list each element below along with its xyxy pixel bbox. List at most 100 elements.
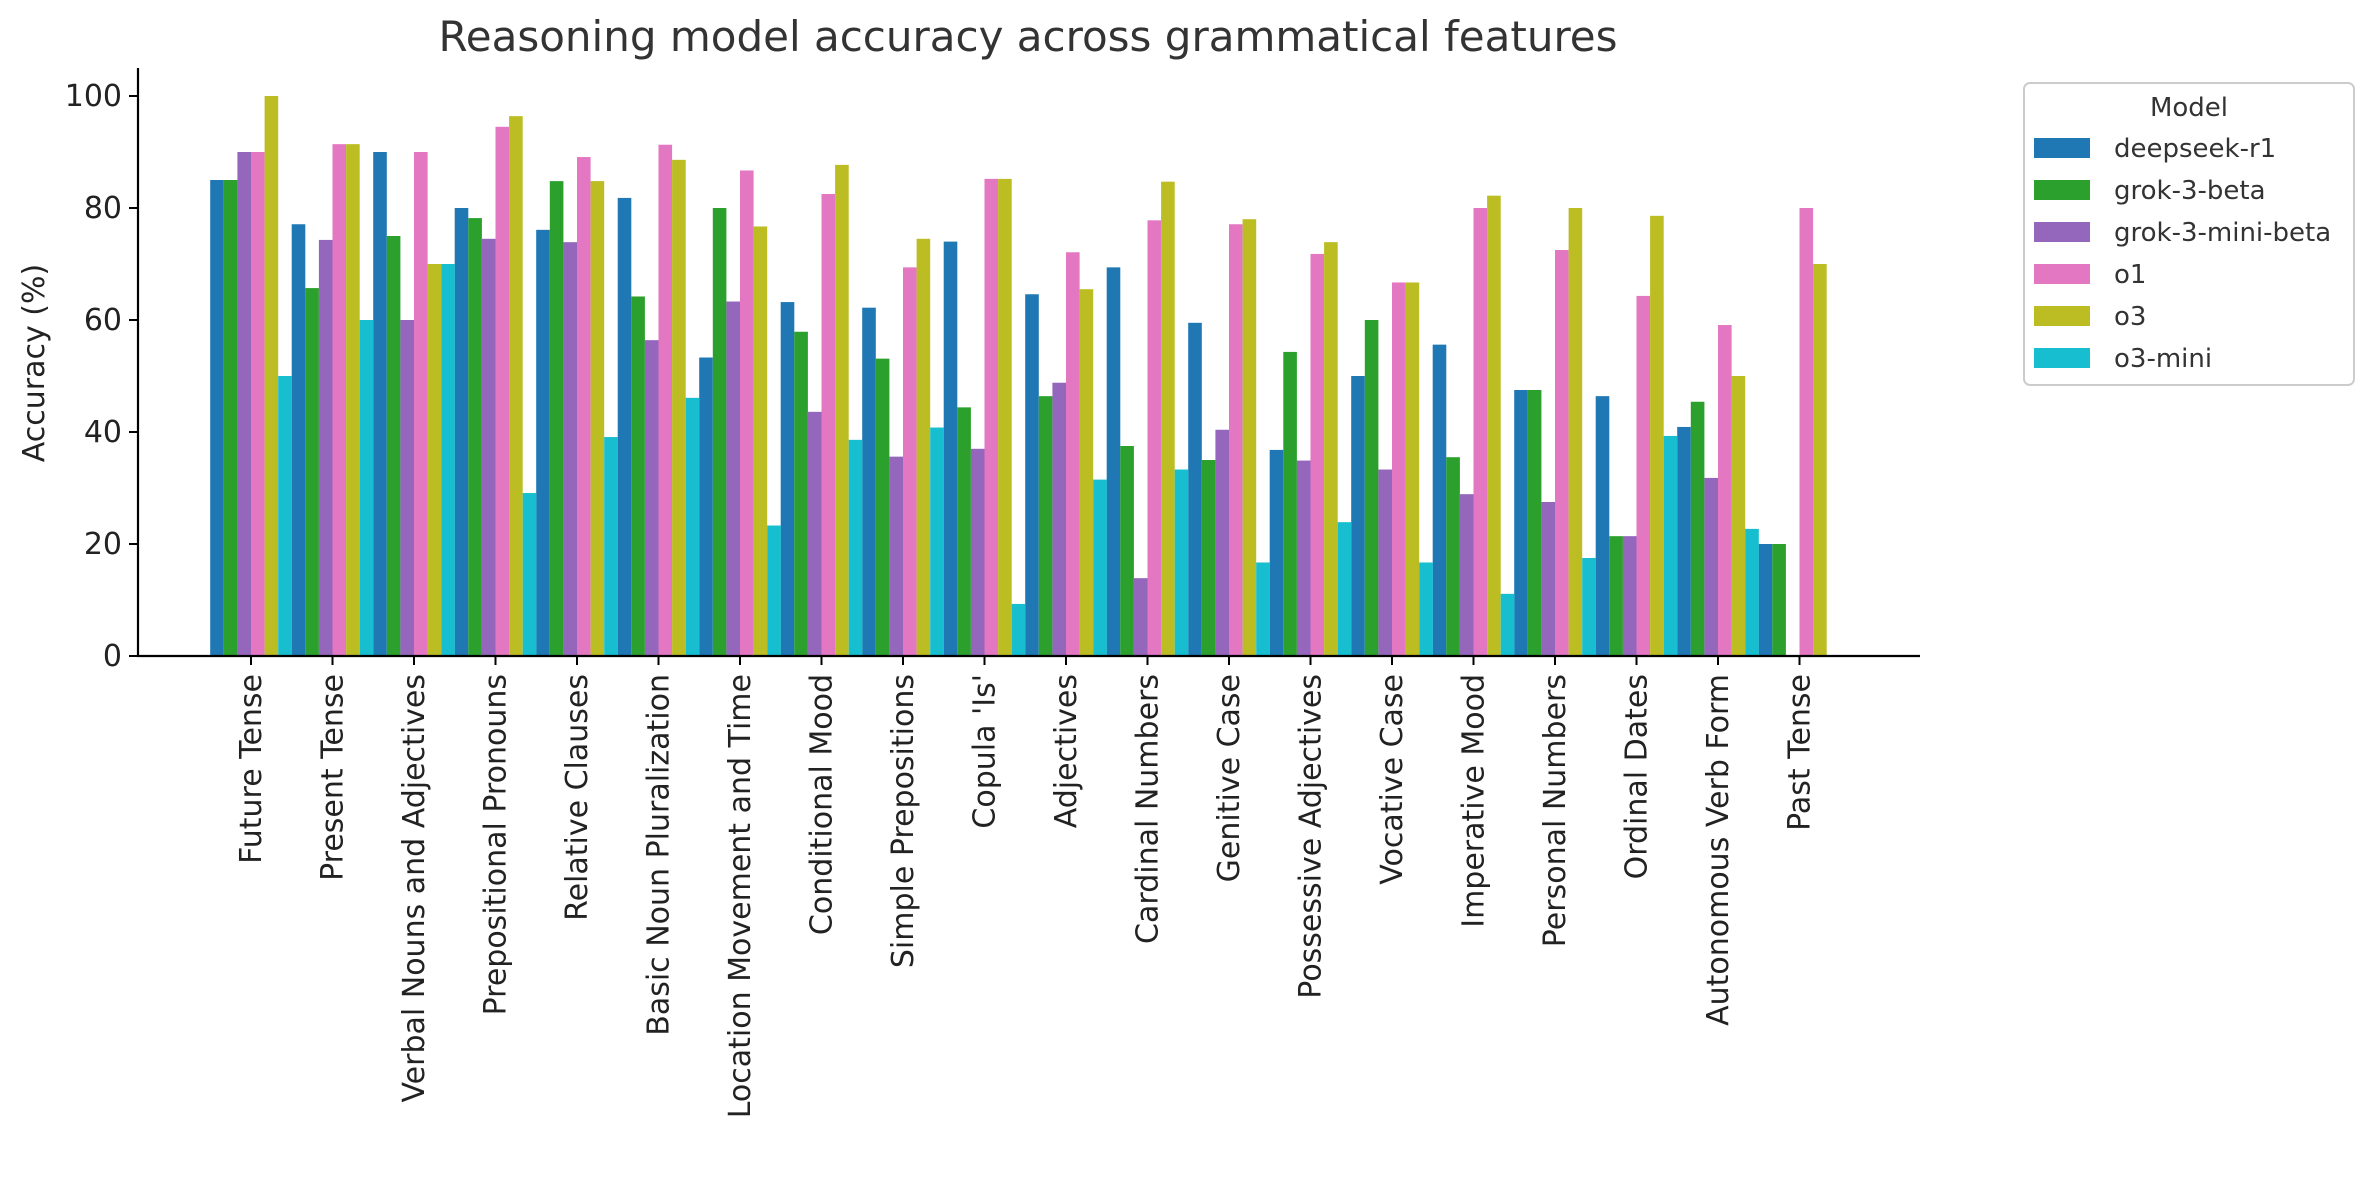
bar-o3-mini-17 (1663, 435, 1678, 656)
bar-o3-4 (590, 181, 605, 656)
x-tick-label: Vocative Case (1375, 674, 1410, 885)
bar-o1-8 (903, 267, 917, 656)
legend-label-o1: o1 (2114, 260, 2146, 290)
x-tick-label: Copula 'Is' (968, 674, 1003, 829)
bar-o3-mini-18 (1745, 528, 1759, 656)
legend-frame (2023, 82, 2355, 386)
y-tick-label: 20 (84, 527, 122, 562)
bar-grok-3-mini-beta-9 (970, 448, 985, 656)
bar-o3-mini-3 (522, 493, 537, 656)
bar-grok-3-beta-18 (1690, 401, 1705, 656)
bar-o1-16 (1555, 250, 1569, 656)
series-deepseek-r1 (210, 152, 1773, 657)
bar-o3-mini-8 (930, 427, 944, 656)
bar-o1-6 (740, 170, 754, 657)
x-tick-label: Genitive Case (1212, 674, 1247, 882)
bar-o1-12 (1229, 224, 1243, 657)
bar-grok-3-mini-beta-18 (1704, 477, 1718, 656)
bar-o1-10 (1066, 252, 1080, 657)
bar-deepseek-r1-14 (1351, 376, 1365, 656)
legend-title: Model (2150, 93, 2228, 123)
bar-o3-mini-13 (1337, 522, 1352, 656)
bar-grok-3-mini-beta-2 (400, 320, 414, 656)
legend-swatch-o1 (2034, 264, 2090, 284)
bar-o3-0 (264, 96, 279, 656)
bar-o3-mini-10 (1093, 479, 1107, 656)
bar-deepseek-r1-17 (1595, 396, 1610, 656)
bar-grok-3-mini-beta-0 (237, 152, 251, 656)
legend-label-o3-mini: o3-mini (2114, 344, 2212, 374)
bar-grok-3-beta-0 (223, 180, 238, 656)
bar-grok-3-mini-beta-11 (1133, 578, 1148, 656)
y-tick-label: 0 (103, 639, 122, 674)
y-axis-label: Accuracy (%) (17, 264, 52, 462)
bar-o1-1 (332, 144, 347, 656)
plot-area: 0 20 40 60 80 100 Future Tense Present Tense Ver… (65, 68, 1920, 1118)
x-tick-label: Cardinal Numbers (1131, 674, 1166, 944)
bar-deepseek-r1-3 (454, 208, 469, 656)
bar-o3-3 (509, 116, 523, 656)
bar-grok-3-beta-15 (1446, 457, 1460, 656)
bar-deepseek-r1-8 (862, 307, 876, 656)
bar-o3-19 (1813, 264, 1827, 656)
bar-grok-3-beta-4 (549, 181, 564, 656)
bar-o3-1 (346, 144, 360, 656)
bar-grok-3-beta-9 (957, 407, 971, 656)
x-tick-label: Prepositional Pronouns (479, 674, 514, 1015)
y-tick-label: 60 (84, 303, 122, 338)
bar-deepseek-r1-15 (1432, 344, 1447, 656)
bar-o3-14 (1405, 282, 1420, 656)
series-o3-mini (278, 264, 1759, 656)
chart-title: Reasoning model accuracy across grammati… (438, 12, 1617, 61)
series-o3 (264, 96, 1827, 657)
legend-swatch-grok-3-mini-beta (2034, 222, 2090, 242)
bar-deepseek-r1-16 (1514, 390, 1528, 656)
bar-grok-3-mini-beta-1 (318, 239, 333, 657)
bar-o3-6 (753, 226, 768, 657)
bar-grok-3-mini-beta-10 (1052, 382, 1066, 656)
bar-deepseek-r1-12 (1188, 322, 1202, 656)
bar-o3-mini-15 (1500, 593, 1515, 656)
bar-o1-11 (1147, 220, 1162, 656)
bar-o3-15 (1487, 195, 1501, 656)
bar-deepseek-r1-7 (780, 302, 795, 656)
bar-o3-5 (672, 159, 686, 656)
bar-grok-3-mini-beta-17 (1622, 536, 1637, 656)
bar-o1-13 (1310, 253, 1325, 657)
x-tick-label: Ordinal Dates (1620, 674, 1655, 879)
x-tick-label: Location Movement and Time (723, 674, 758, 1118)
x-tick-label: Verbal Nouns and Adjectives (397, 674, 432, 1103)
bar-o3-9 (998, 178, 1012, 656)
bar-grok-3-mini-beta-4 (563, 242, 577, 656)
bar-grok-3-mini-beta-8 (889, 456, 903, 656)
bar-grok-3-mini-beta-15 (1459, 494, 1474, 656)
legend-label-o3: o3 (2114, 302, 2146, 332)
bar-o3-mini-11 (1174, 469, 1189, 656)
bar-o1-14 (1392, 282, 1406, 656)
legend-swatch-o3 (2034, 306, 2090, 326)
bar-grok-3-beta-2 (386, 236, 401, 656)
bar-o3-17 (1650, 215, 1664, 656)
bar-grok-3-beta-10 (1038, 396, 1053, 656)
series-o1 (251, 126, 1814, 657)
bar-o1-18 (1718, 325, 1732, 656)
bar-o3-mini-5 (685, 397, 700, 656)
x-tick-label: Basic Noun Pluralization (642, 674, 677, 1036)
bar-grok-3-beta-3 (468, 218, 482, 656)
bar-o3-mini-1 (359, 320, 374, 656)
bar-grok-3-beta-17 (1609, 536, 1623, 656)
bar-grok-3-beta-1 (305, 288, 319, 656)
bar-deepseek-r1-1 (291, 224, 306, 657)
y-tick-label: 80 (84, 191, 122, 226)
bar-o3-7 (835, 164, 849, 656)
bar-deepseek-r1-19 (1758, 544, 1773, 656)
bar-deepseek-r1-11 (1106, 267, 1121, 656)
x-tick-label: Conditional Mood (805, 674, 840, 935)
bar-o1-15 (1473, 208, 1488, 656)
bar-o1-19 (1799, 208, 1814, 656)
bar-o1-17 (1636, 295, 1651, 656)
bar-o3-mini-12 (1256, 562, 1270, 656)
bar-o1-5 (658, 144, 673, 656)
bar-grok-3-mini-beta-14 (1378, 469, 1392, 656)
